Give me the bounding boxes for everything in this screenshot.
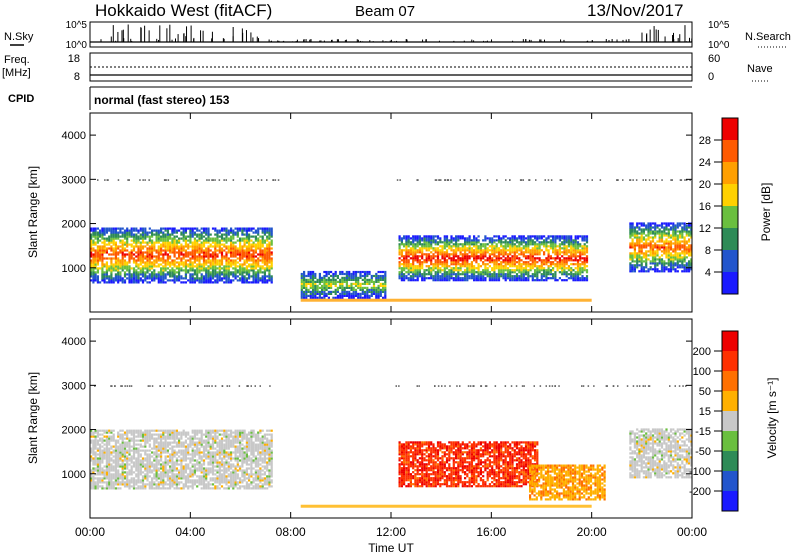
noise-trace <box>90 24 693 43</box>
freq-label-line1: Freq. <box>4 54 30 66</box>
velocity-region-2 <box>529 464 606 501</box>
x-tick-label: 20:00 <box>577 525 607 539</box>
power-colorbar-swatch <box>722 140 738 162</box>
velocity-colorbar-tick: -50 <box>695 446 711 458</box>
velocity-colorbar-swatch <box>722 431 738 451</box>
power-colorbar-swatch <box>722 162 738 184</box>
noise-search-label: N.Search <box>745 31 791 43</box>
velocity-ytick-label: 3000 <box>62 380 86 392</box>
velocity-sparse-echoes <box>94 385 687 387</box>
power-region-2 <box>300 270 387 299</box>
velocity-colorbar-swatch <box>722 371 738 391</box>
velocity-colorbar-tick: -15 <box>695 426 711 438</box>
freq-panel: Freq. [MHz] 18 8 60 0 Nave <box>2 52 773 83</box>
power-colorbar-swatch <box>722 184 738 206</box>
power-colorbar-tick: 16 <box>699 201 711 213</box>
x-axis-label: Time UT <box>368 541 414 554</box>
velocity-ytick-label: 2000 <box>62 425 86 437</box>
power-region-1 <box>398 235 589 282</box>
power-colorbar-swatch <box>722 272 738 294</box>
velocity-colorbar: 200 100 50 15 -15 -50 -100 -200 <box>689 330 739 512</box>
velocity-colorbar-tick: -200 <box>689 486 711 498</box>
cpid-label: CPID <box>8 93 34 105</box>
velocity-colorbar-tick: 200 <box>693 346 711 358</box>
power-colorbar-swatch <box>722 250 738 272</box>
date-label: 13/Nov/2017 <box>587 1 683 20</box>
x-tick-label: 08:00 <box>276 525 306 539</box>
plot-title: Hokkaido West (fitACF) <box>95 1 272 20</box>
nave-label: Nave <box>747 63 773 75</box>
power-colorbar-label: Power [dB] <box>759 183 773 242</box>
velocity-colorbar-swatch <box>722 451 738 471</box>
noise-sky-label: N.Sky <box>4 31 34 43</box>
velocity-colorbar-tick: 15 <box>699 406 711 418</box>
x-tick-label: 12:00 <box>376 525 406 539</box>
velocity-colorbar-swatch <box>722 411 738 431</box>
power-colorbar-swatch <box>722 228 738 250</box>
nave-tick-high: 60 <box>708 53 720 65</box>
power-colorbar-tick: 12 <box>699 223 711 235</box>
noise-tick-high-left: 10^5 <box>66 20 88 31</box>
power-colorbar-tick: 24 <box>699 157 711 169</box>
power-ytick-label: 3000 <box>62 174 86 186</box>
freq-tick-high: 18 <box>68 53 80 65</box>
x-tick-label: 00:00 <box>677 525 707 539</box>
beam-label: Beam 07 <box>355 3 415 20</box>
velocity-ytick-label: 1000 <box>62 469 86 481</box>
x-axis: 00:00 04:00 08:00 12:00 16:00 20:00 00:00 <box>75 113 707 539</box>
velocity-colorbar-swatch <box>722 351 738 371</box>
power-colorbar-tick: 8 <box>705 245 711 257</box>
velocity-colorbar-tick: 100 <box>693 366 711 378</box>
power-ytick-label: 1000 <box>62 263 86 275</box>
velocity-ylabel: Slant Range [km] <box>26 372 40 464</box>
velocity-colorbar-label: Velocity [m s⁻¹] <box>765 377 779 458</box>
velocity-ytick-label: 4000 <box>62 336 86 348</box>
power-colorbar: 28 24 20 16 12 8 4 <box>699 117 739 295</box>
power-colorbar-tick: 4 <box>705 267 711 279</box>
power-region-3 <box>629 222 693 273</box>
power-ground-band <box>300 298 592 302</box>
velocity-region-0 <box>90 429 273 490</box>
power-heatmap <box>90 179 693 302</box>
velocity-region-1 <box>398 441 539 488</box>
velocity-panel: 4000 3000 2000 1000 Slant Range [km] 200 100… <box>26 318 779 519</box>
velocity-y-ticks: 4000 3000 2000 1000 <box>62 336 692 481</box>
velocity-colorbar-swatch <box>722 491 738 511</box>
x-tick-label: 00:00 <box>75 525 105 539</box>
noise-tick-low-right: 10^0 <box>708 40 730 51</box>
cpid-panel: CPID normal (fast stereo) 153 <box>8 86 692 110</box>
velocity-colorbar-swatch <box>722 391 738 411</box>
noise-tick-high-right: 10^5 <box>708 20 730 31</box>
velocity-ground-band <box>300 504 592 508</box>
velocity-heatmap <box>90 385 693 508</box>
noise-tick-low-left: 10^0 <box>66 40 88 51</box>
velocity-colorbar-tick: -100 <box>689 466 711 478</box>
velocity-colorbar-swatch <box>722 331 738 351</box>
power-colorbar-swatch <box>722 118 738 140</box>
x-tick-label: 16:00 <box>476 525 506 539</box>
power-sparse-echoes <box>97 179 691 181</box>
velocity-colorbar-swatch <box>722 471 738 491</box>
velocity-region-3 <box>629 428 693 479</box>
power-ylabel: Slant Range [km] <box>26 166 40 258</box>
velocity-colorbar-tick: 50 <box>699 386 711 398</box>
power-region-0 <box>90 227 273 284</box>
nave-tick-low: 0 <box>708 71 714 83</box>
power-ytick-label: 2000 <box>62 219 86 231</box>
power-ytick-label: 4000 <box>62 130 86 142</box>
power-y-ticks: 4000 3000 2000 1000 <box>62 130 692 275</box>
noise-panel: N.Sky 10^5 10^0 10^5 10^0 N.Search <box>4 20 791 51</box>
freq-tick-low: 8 <box>74 71 80 83</box>
freq-label-line2: [MHz] <box>2 67 31 79</box>
power-panel: 4000 3000 2000 1000 Slant Range [km] 28 24 20… <box>26 112 773 313</box>
x-tick-label: 04:00 <box>175 525 205 539</box>
cpid-mode-text: normal (fast stereo) 153 <box>94 93 230 107</box>
power-colorbar-swatch <box>722 206 738 228</box>
power-colorbar-tick: 28 <box>699 135 711 147</box>
power-colorbar-tick: 20 <box>699 179 711 191</box>
